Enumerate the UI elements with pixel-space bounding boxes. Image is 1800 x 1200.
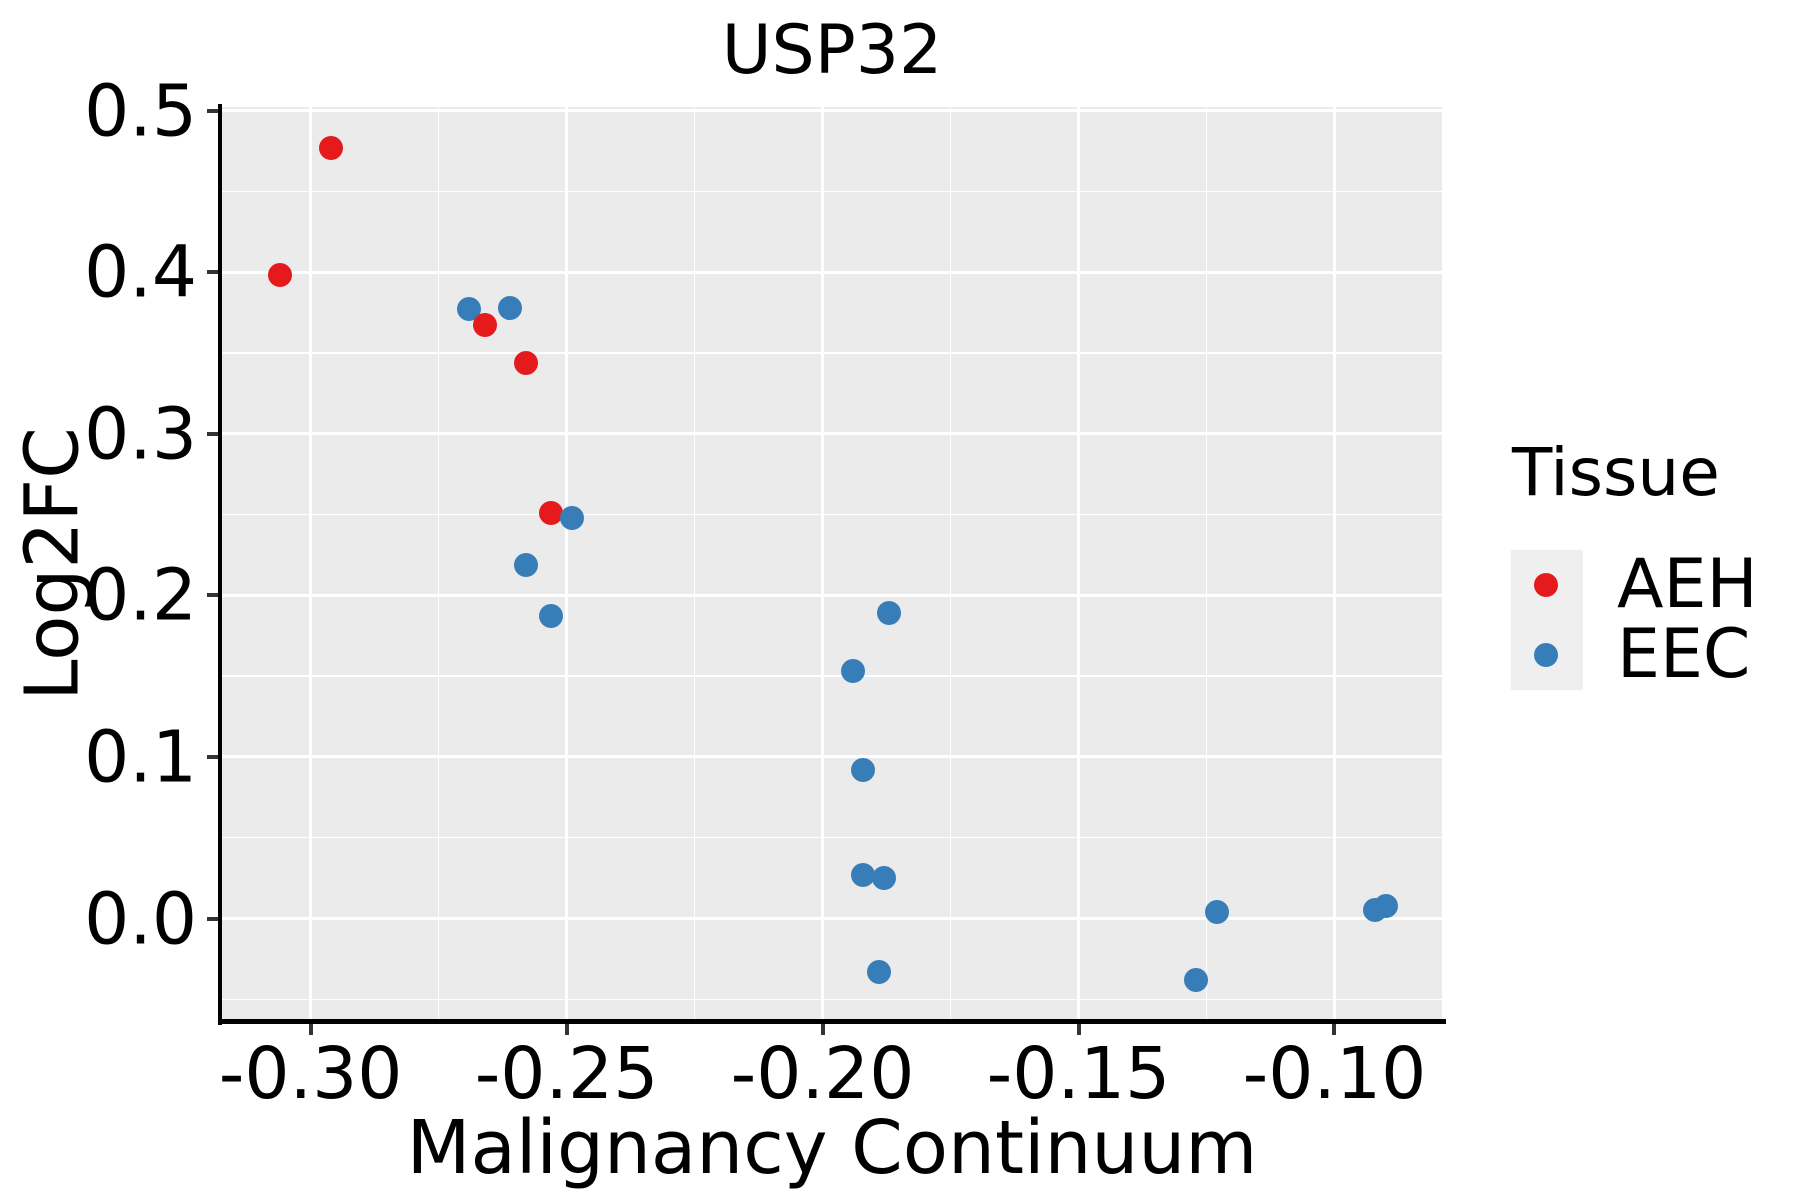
data-point-eec bbox=[841, 659, 866, 684]
y-tick bbox=[207, 593, 218, 598]
x-tick-label: -0.10 bbox=[1242, 1032, 1427, 1115]
y-tick-label: 0.4 bbox=[84, 230, 197, 314]
y-tick-label: 0.3 bbox=[84, 392, 197, 476]
data-point-aeh bbox=[513, 350, 538, 375]
x-tick-label: -0.15 bbox=[986, 1032, 1171, 1115]
data-point-eec bbox=[498, 295, 523, 320]
x-tick-label: -0.20 bbox=[730, 1032, 915, 1115]
legend-entry-eec: EEC bbox=[1510, 620, 1790, 690]
x-tick-label: -0.30 bbox=[218, 1032, 403, 1115]
x-axis-title: Malignancy Continuum bbox=[406, 1105, 1258, 1191]
data-point-eec bbox=[851, 862, 876, 887]
y-gridline-major bbox=[222, 593, 1442, 597]
data-point-eec bbox=[877, 601, 902, 626]
plot-panel bbox=[222, 107, 1442, 1021]
y-gridline-minor bbox=[222, 998, 1442, 1001]
data-point-eec bbox=[1373, 893, 1398, 918]
y-gridline-major bbox=[222, 917, 1442, 921]
x-tick bbox=[820, 1024, 825, 1035]
x-tick bbox=[1332, 1024, 1337, 1035]
data-point-eec bbox=[866, 959, 891, 984]
y-gridline-major bbox=[222, 755, 1442, 759]
y-gridline-minor bbox=[222, 352, 1442, 354]
data-point-eec bbox=[539, 604, 564, 629]
data-point-aeh bbox=[472, 313, 497, 338]
legend-title: Tissue bbox=[1512, 434, 1720, 511]
data-point-eec bbox=[1184, 967, 1209, 992]
data-point-aeh bbox=[267, 263, 292, 288]
x-tick-label: -0.25 bbox=[474, 1032, 659, 1115]
y-axis-line bbox=[218, 104, 222, 1025]
data-point-aeh bbox=[319, 135, 344, 160]
y-tick bbox=[207, 754, 218, 759]
y-tick bbox=[207, 916, 218, 921]
x-gridline-major bbox=[1332, 107, 1336, 1021]
data-point-eec bbox=[559, 505, 584, 530]
x-tick bbox=[308, 1024, 313, 1035]
x-gridline-minor bbox=[1205, 107, 1208, 1021]
x-gridline-minor bbox=[437, 107, 440, 1021]
legend-label-aeh: AEH bbox=[1617, 545, 1758, 624]
x-gridline-minor bbox=[693, 107, 696, 1021]
y-tick-label: 0.1 bbox=[84, 715, 197, 799]
y-tick bbox=[207, 270, 218, 275]
x-axis-line bbox=[218, 1019, 1446, 1024]
eec-dot-icon bbox=[1534, 643, 1558, 667]
x-gridline-major bbox=[309, 107, 313, 1021]
aeh-dot-icon bbox=[1534, 573, 1558, 597]
legend: Tissue AEH EEC bbox=[1510, 440, 1790, 690]
chart-title: USP32 bbox=[721, 11, 943, 90]
y-gridline-major bbox=[222, 270, 1442, 274]
legend-label-eec: EEC bbox=[1617, 615, 1751, 694]
y-tick-label: 0.0 bbox=[84, 877, 197, 961]
x-tick bbox=[1076, 1024, 1081, 1035]
y-gridline-minor bbox=[222, 836, 1442, 839]
y-tick bbox=[207, 431, 218, 436]
y-gridline-major bbox=[222, 432, 1442, 436]
data-point-eec bbox=[851, 757, 876, 782]
y-gridline-minor bbox=[222, 675, 1442, 677]
y-gridline-minor bbox=[222, 190, 1442, 193]
y-axis-title: Log2FC bbox=[9, 427, 96, 701]
x-gridline-major bbox=[1077, 107, 1080, 1021]
data-point-eec bbox=[1204, 900, 1229, 925]
data-point-eec bbox=[513, 552, 538, 577]
legend-entry-aeh: AEH bbox=[1510, 550, 1790, 620]
y-tick bbox=[207, 108, 218, 113]
y-gridline-major bbox=[222, 109, 1442, 113]
data-point-eec bbox=[871, 866, 896, 891]
x-gridline-major bbox=[565, 107, 569, 1021]
x-gridline-minor bbox=[949, 107, 952, 1021]
x-gridline-major bbox=[821, 107, 825, 1021]
x-tick bbox=[564, 1024, 569, 1035]
y-tick-label: 0.5 bbox=[84, 69, 197, 153]
y-gridline-minor bbox=[222, 513, 1442, 516]
data-point-aeh bbox=[539, 500, 564, 525]
y-tick-label: 0.2 bbox=[84, 553, 197, 637]
